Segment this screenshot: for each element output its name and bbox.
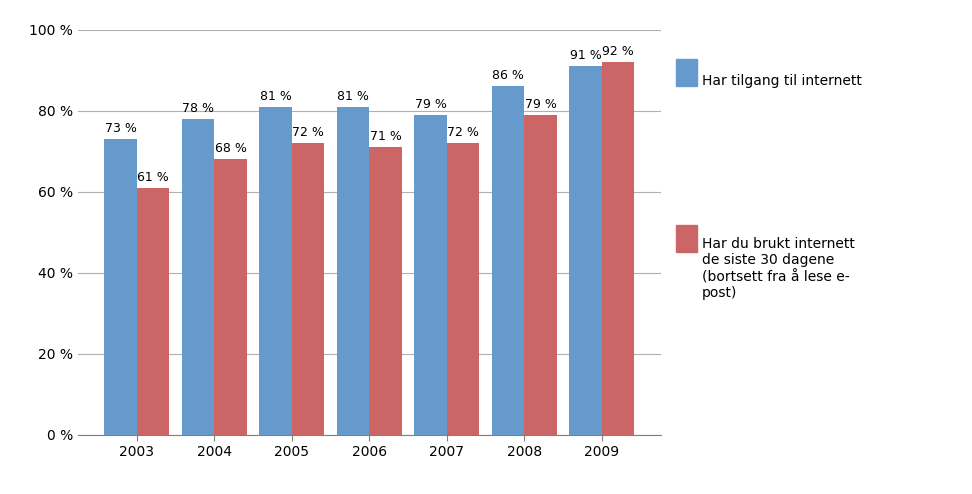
- Text: 68 %: 68 %: [215, 142, 247, 155]
- Bar: [570, 66, 602, 435]
- Bar: [369, 147, 401, 435]
- Bar: [104, 139, 137, 435]
- Bar: [215, 159, 247, 435]
- Bar: [524, 115, 557, 435]
- Bar: [414, 115, 447, 435]
- Bar: [260, 107, 292, 435]
- Text: Har du brukt internett
de siste 30 dagene
(bortsett fra å lese e-
post): Har du brukt internett de siste 30 dagen…: [702, 237, 854, 300]
- Text: 78 %: 78 %: [182, 102, 214, 115]
- Text: 81 %: 81 %: [260, 89, 292, 103]
- Bar: [492, 86, 524, 435]
- Bar: [447, 143, 479, 435]
- Text: 61 %: 61 %: [137, 170, 169, 184]
- Bar: [292, 143, 325, 435]
- Text: 86 %: 86 %: [492, 69, 524, 82]
- Text: 79 %: 79 %: [415, 98, 446, 111]
- Text: 72 %: 72 %: [293, 126, 324, 139]
- Text: 71 %: 71 %: [369, 130, 401, 143]
- Text: Har tilgang til internett: Har tilgang til internett: [702, 74, 861, 88]
- Bar: [337, 107, 369, 435]
- Text: 91 %: 91 %: [570, 49, 602, 62]
- Bar: [182, 119, 215, 435]
- Text: 81 %: 81 %: [337, 89, 369, 103]
- Text: 92 %: 92 %: [603, 45, 634, 58]
- Text: 79 %: 79 %: [525, 98, 557, 111]
- Text: 73 %: 73 %: [105, 122, 136, 135]
- Bar: [602, 62, 635, 435]
- Bar: [137, 188, 169, 435]
- Text: 72 %: 72 %: [447, 126, 479, 139]
